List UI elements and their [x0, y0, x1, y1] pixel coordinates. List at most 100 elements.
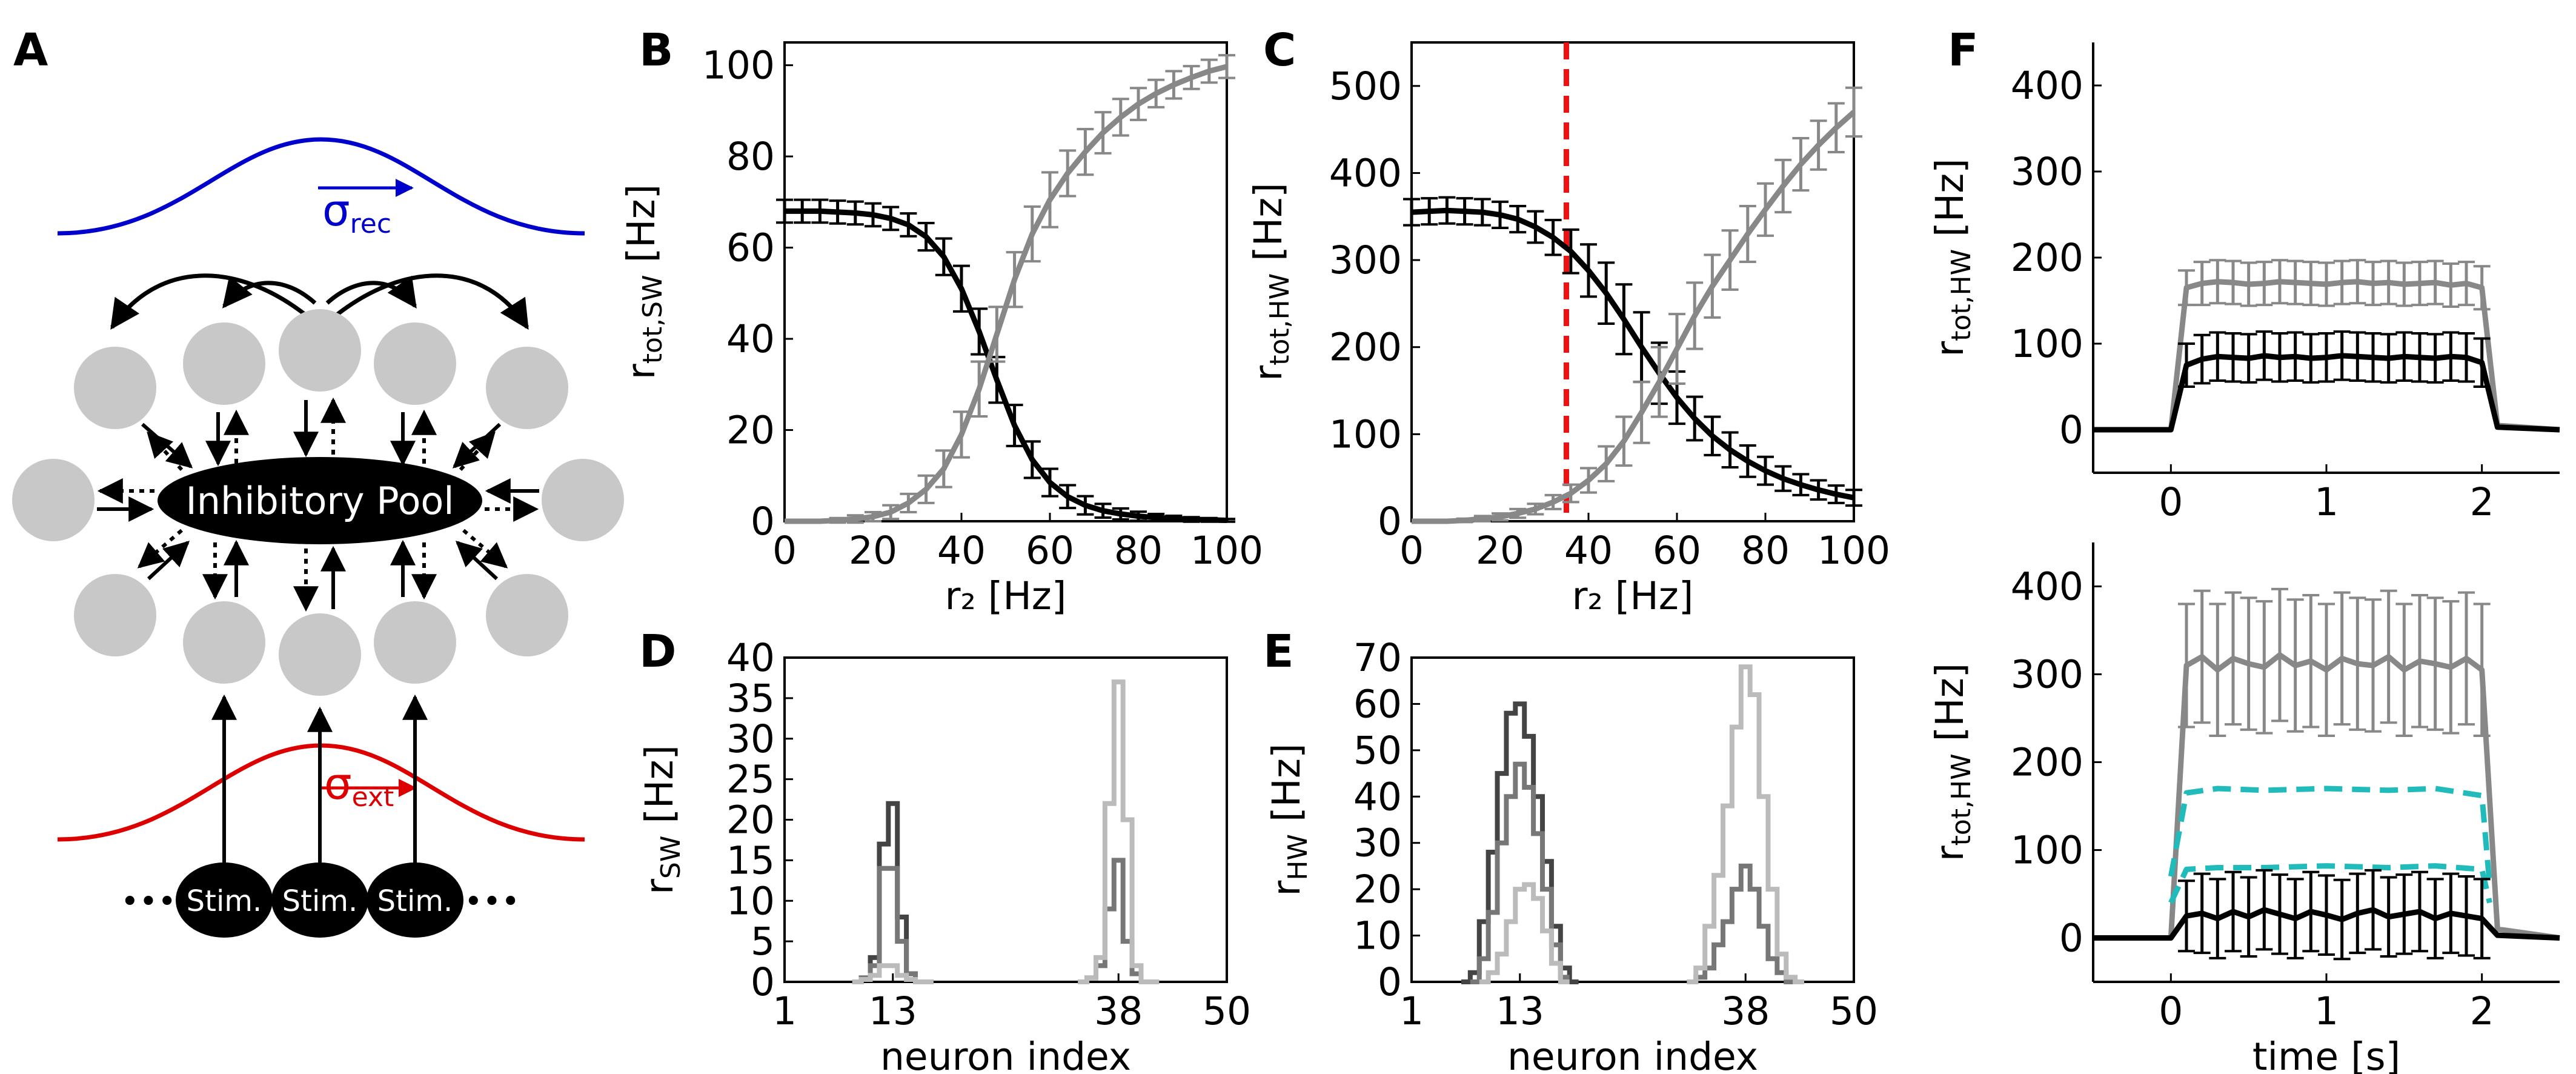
- y-axis-label-base: r: [1928, 846, 1972, 861]
- y-axis-label-base: r: [1928, 341, 1972, 357]
- y-tick-label: 20: [1353, 867, 1402, 912]
- panel-label-a: A: [13, 24, 48, 76]
- x-tick-label: 50: [1203, 989, 1251, 1033]
- y-tick-label: 100: [1329, 412, 1402, 456]
- x-tick-label: 40: [1564, 529, 1613, 573]
- y-tick-label: 0: [751, 499, 775, 544]
- x-tick-label: 13: [869, 989, 917, 1033]
- plot-frame: [783, 41, 1228, 522]
- x-tick-label: 20: [849, 529, 897, 573]
- y-axis-label-base: r: [1246, 365, 1290, 381]
- y-tick-label: 40: [1353, 775, 1402, 819]
- x-tick-label: 80: [1114, 529, 1163, 573]
- y-tick-label: 400: [2011, 64, 2083, 108]
- y-tick-label: 5: [751, 919, 775, 964]
- chart-panel-f-top: 0 1 2 0 100 200 300 400 rtot,HW [Hz]: [1928, 42, 2560, 524]
- y-tick-label: 30: [726, 717, 775, 761]
- y-axis-label-base: r: [1264, 881, 1309, 896]
- y-tick-label: 25: [726, 758, 775, 802]
- series-line: [2168, 863, 2492, 904]
- y-tick-label: 15: [726, 838, 775, 882]
- network-diagram: σrec: [12, 137, 624, 938]
- ellipsis-right: •••: [464, 884, 520, 920]
- x-tick-label: 0: [2159, 480, 2183, 524]
- y-axis-label-unit: [Hz]: [1928, 158, 1972, 249]
- histogram-line: [1078, 858, 1160, 984]
- x-tick-label: 60: [1653, 529, 1701, 573]
- x-tick-label: 13: [1496, 989, 1544, 1033]
- neuron: [486, 574, 568, 656]
- histogram-line: [1479, 882, 1570, 984]
- neuron-group: [12, 309, 624, 696]
- y-tick-label: 100: [2011, 829, 2083, 873]
- y-axis-label-subscript: tot,HW: [1946, 753, 1977, 846]
- series-line: [1412, 110, 1856, 524]
- y-axis-label: rHW [Hz]: [1264, 743, 1313, 896]
- inhibitory-pool: [158, 457, 482, 544]
- x-tick-label: 0: [1399, 529, 1424, 573]
- y-tick-label: 0: [1378, 960, 1402, 1004]
- series-line: [2093, 279, 2560, 433]
- y-axis-label-unit: [Hz]: [619, 184, 663, 275]
- y-tick-label: 0: [1378, 499, 1402, 544]
- y-axis-label: rSW [Hz]: [637, 745, 686, 895]
- stimulus: [176, 862, 273, 938]
- plot-frame: [783, 656, 1228, 983]
- y-tick-label: 200: [2011, 741, 2083, 785]
- series-line: [2093, 353, 2560, 433]
- y-axis-label-unit: [Hz]: [1928, 663, 1972, 754]
- y-tick-label: 20: [726, 409, 775, 453]
- y-axis-label: rtot,HW [Hz]: [1928, 158, 1977, 357]
- y-axis-label-subscript: tot,HW: [1946, 249, 1977, 341]
- recurrent-arrow-right: [334, 273, 529, 330]
- chart-panel-b: 0 20 40 60 80 100 0 20 40 60 80 100 r₂ [Hz] rtot,SW […: [619, 41, 1263, 618]
- stimulus: [271, 862, 368, 938]
- stimulus-label: Stim.: [282, 884, 358, 918]
- series-line: [2093, 907, 2560, 941]
- y-axis-label-subscript: SW: [656, 836, 686, 879]
- y-axis-label-subscript: HW: [1283, 834, 1313, 881]
- y-axis-label-unit: [Hz]: [637, 745, 682, 836]
- y-tick-label: 60: [726, 226, 775, 270]
- neuron: [183, 601, 265, 684]
- x-axis-label: neuron index: [880, 1035, 1131, 1074]
- x-tick-label: 100: [1817, 529, 1890, 573]
- x-tick-label: 20: [1476, 529, 1524, 573]
- series-line: [2168, 785, 2492, 886]
- y-tick-label: 40: [726, 317, 775, 361]
- x-tick-label: 1: [1399, 989, 1424, 1033]
- y-tick-label: 100: [702, 44, 775, 88]
- histogram-line: [852, 963, 934, 984]
- histogram-line: [1078, 679, 1160, 984]
- x-tick-label: 1: [2314, 480, 2339, 524]
- histogram-line: [1461, 701, 1579, 984]
- y-axis-label: rtot,HW [Hz]: [1928, 663, 1977, 862]
- x-tick-label: 100: [1190, 529, 1263, 573]
- neuron: [542, 459, 624, 541]
- y-tick-label: 100: [2011, 322, 2083, 366]
- histogram-line: [852, 801, 934, 984]
- x-axis-label: neuron index: [1507, 1035, 1758, 1074]
- plot-frame: [1410, 656, 1855, 983]
- y-tick-label: 50: [1353, 729, 1402, 773]
- histogram-line: [1470, 761, 1570, 984]
- y-tick-label: 0: [2059, 916, 2083, 961]
- series-line: [785, 64, 1228, 524]
- neuron: [374, 322, 456, 405]
- neuron: [486, 347, 568, 429]
- series-line: [1411, 207, 1854, 501]
- x-tick-label: 40: [937, 529, 986, 573]
- panel-label-e: E: [1263, 625, 1294, 678]
- y-tick-label: 30: [1353, 821, 1402, 866]
- panel-label-f: F: [1948, 24, 1979, 76]
- y-axis-label-base: r: [637, 879, 682, 895]
- x-tick-label: 1: [2314, 989, 2339, 1033]
- recurrent-arrow-inner-right: [325, 275, 417, 309]
- y-tick-label: 20: [726, 798, 775, 842]
- x-axis-label: time [s]: [2252, 1035, 2400, 1074]
- y-tick-label: 0: [751, 960, 775, 1004]
- series-line: [2093, 652, 2560, 941]
- neuron: [12, 459, 95, 541]
